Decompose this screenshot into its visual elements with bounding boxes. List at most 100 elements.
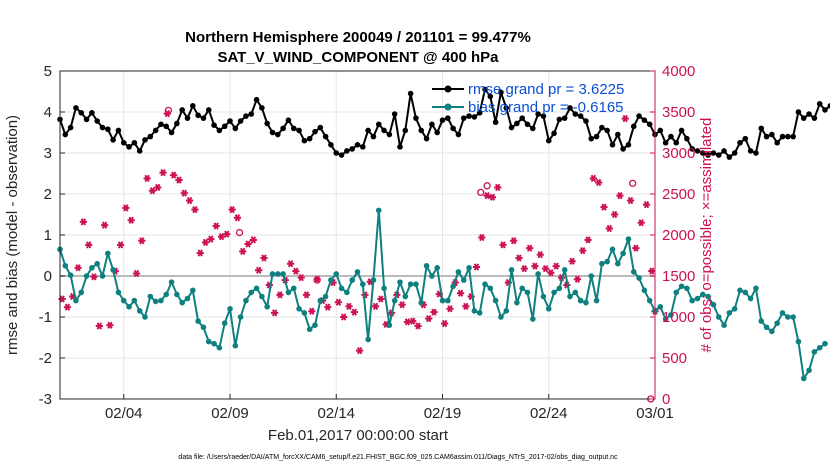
bias-point [806,367,812,374]
bias-point [795,338,802,345]
obs-assimilated-marker [430,308,438,316]
rmse-point [322,133,329,140]
rmse-point [115,127,122,134]
x-axis-label: Feb.01,2017 00:00:00 start [268,427,449,444]
rmse-point [827,103,830,109]
obs-assimilated-marker [101,221,109,229]
bias-point [391,297,398,304]
rmse-point [737,139,743,146]
obs-assimilated-marker [579,246,587,255]
bias-point [237,314,244,320]
x-tick-label: 03/01 [636,405,674,422]
bias-point [67,272,74,278]
rmse-point [689,146,695,152]
rmse-point [498,89,504,96]
rmse-point [386,131,393,138]
rmse-point [567,105,573,111]
obs-assimilated-marker [292,267,300,275]
obs-assimilated-marker [239,247,247,256]
x-axis-ticks: 02/04 02/09 02/14 02/19 02/24 03/01 [105,394,674,422]
rmse-point [439,117,446,123]
x-tick-label: 02/19 [424,405,462,422]
bias-point [785,314,791,320]
rmse-point [763,133,770,140]
rmse-point [800,115,807,121]
bias-point [147,293,154,300]
bias-point [402,293,409,300]
data-file-footnote: data file: /Users/raeder/DAI/ATM_forcXX/… [178,454,618,461]
obs-assimilated-marker [488,193,497,201]
bias-point [747,295,754,302]
bias-point [822,340,828,347]
bias-point [816,344,823,351]
obs-assimilated-marker [223,230,231,238]
rmse-point [168,129,175,136]
rmse-point [221,123,228,130]
bias-point [131,297,138,304]
bias-point [763,324,770,331]
rmse-point [174,120,180,127]
bias-point [105,250,111,257]
y-tick-label: 4 [44,104,52,121]
obs-possible-marker [313,276,321,284]
rmse-point [338,152,345,158]
bias-point [115,289,122,296]
bias-point [317,297,324,304]
obs-assimilated-marker [159,169,167,177]
bias-point [306,326,313,333]
obs-assimilated-marker [324,303,332,311]
y-axis-ticks: -3 -2 -1 0 1 2 3 4 5 [39,63,65,408]
rmse-point [296,127,302,134]
y2-tick-label: 3000 [662,145,695,162]
bias-point [312,322,318,329]
bias-point [407,281,414,288]
bias-point [753,285,759,292]
bias-point [370,277,377,283]
bias-point [466,265,472,271]
obs-assimilated-marker [297,274,305,282]
bias-point [636,275,642,281]
bias-point [625,236,632,242]
rmse-point [694,148,701,154]
rmse-point [710,150,717,156]
rmse-point [423,135,430,142]
bias-point [572,289,579,296]
rmse-point [163,123,170,130]
bias-point [227,306,233,312]
obs-assimilated-marker [276,291,284,299]
bias-point [296,306,302,312]
obs-possible-marker [629,179,637,187]
bias-point [269,271,276,277]
rmse-point [78,110,85,116]
bias-point [301,310,308,316]
rmse-point [530,125,536,132]
rmse-point [450,125,456,132]
bias-point [620,250,626,257]
rmse-point [158,121,164,128]
bias-point [492,297,499,304]
rmse-point [317,124,324,131]
rmse-point [306,135,313,142]
rmse-point [200,115,207,121]
obs-assimilated-marker [154,183,162,192]
y2-tick-label: 1000 [662,309,695,326]
rmse-point [753,150,759,156]
bias-point [811,349,818,355]
bias-point [593,297,600,304]
bias-point [450,283,456,290]
rmse-point [673,139,680,146]
bias-point [83,273,90,279]
bias-point [758,318,765,324]
bias-point [790,314,796,320]
rmse-point [785,133,791,140]
chart-title: Northern Hemisphere 200049 / 201101 = 99… [185,29,531,46]
rmse-point [646,121,653,128]
rmse-point [94,118,100,124]
rmse-point [328,142,334,148]
obs-possible-marker [483,182,491,190]
bias-point [455,269,462,275]
obs-assimilated-marker [201,238,210,247]
y-axis-label: rmse and bias (model - observation) [4,115,21,355]
obs-assimilated-marker [584,236,592,244]
rmse-point [269,129,276,136]
